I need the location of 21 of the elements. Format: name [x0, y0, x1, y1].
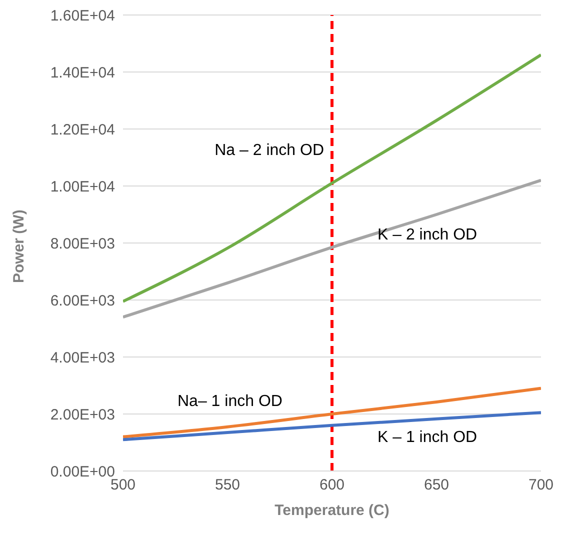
line-series: [123, 411, 541, 442]
y-tick-label: 4.00E+03: [50, 349, 115, 366]
series-label: Na – 2 inch OD: [214, 142, 324, 160]
x-tick-label: 700: [528, 476, 554, 494]
y-tick-label: 2.00E+03: [50, 406, 115, 424]
y-tick-label: 1.60E+04: [50, 7, 115, 24]
x-tick-label: 600: [319, 476, 345, 494]
series-label: Na– 1 inch OD: [178, 392, 282, 410]
series-label: K – 1 inch OD: [378, 428, 478, 446]
x-tick-label: 550: [214, 476, 240, 494]
y-tick-label: 1.00E+04: [50, 178, 115, 196]
line-series: [123, 178, 541, 319]
series-label: K – 2 inch OD: [378, 226, 478, 244]
x-tick-label: 650: [424, 476, 450, 494]
y-axis-title: Power (W): [10, 210, 28, 283]
y-tick-label: 6.00E+03: [50, 292, 115, 310]
y-tick-label: 8.00E+03: [50, 235, 115, 252]
y-tick-label: 1.20E+04: [50, 121, 115, 138]
x-axis-title: Temperature (C): [274, 502, 390, 519]
line-series: [123, 53, 541, 303]
y-tick-label: 1.40E+04: [50, 64, 115, 82]
